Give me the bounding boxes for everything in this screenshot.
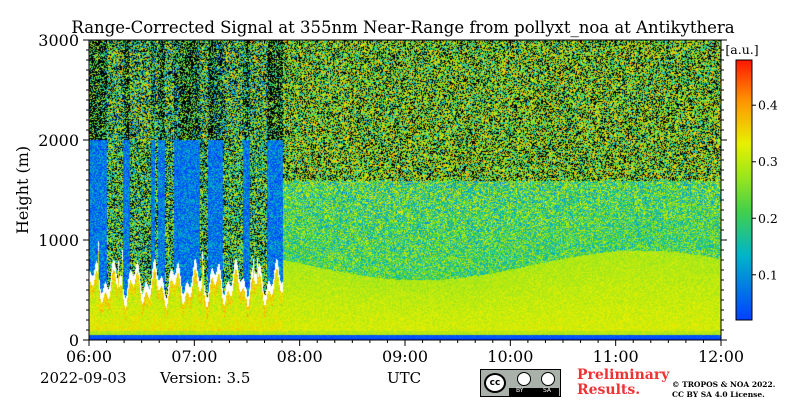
plot-area: [88, 39, 722, 341]
y-tick-label: 1000: [38, 231, 79, 250]
x-tick-label: 08:00: [277, 347, 323, 366]
colorbar-tick-label: 0.4: [758, 98, 778, 113]
preliminary-line1: Preliminary: [577, 367, 670, 383]
colorbar-unit-label: [a.u.]: [725, 42, 758, 57]
heatmap-canvas: [89, 40, 721, 340]
cc-icon: cc: [484, 373, 506, 393]
share-alike-icon: [541, 372, 555, 386]
x-tick-label: 11:00: [593, 347, 639, 366]
footer-version: Version: 3.5: [160, 369, 251, 387]
y-tick-label: 2000: [38, 131, 79, 150]
copyright-line1: © TROPOS & NOA 2022.: [672, 380, 776, 389]
x-tick-label: 09:00: [382, 347, 428, 366]
attribution-icon: [517, 372, 531, 386]
by-label: BY: [516, 387, 524, 394]
copyright-line2: CC BY SA 4.0 License.: [672, 390, 765, 399]
x-tick-label: 06:00: [66, 347, 112, 366]
colorbar-tick-label: 0.1: [758, 267, 778, 282]
y-tick-label: 3000: [38, 31, 79, 50]
sa-label: SA: [543, 387, 552, 394]
colorbar: [a.u.] 0.1 0.2 0.3 0.4: [725, 42, 778, 321]
colorbar-gradient: [735, 59, 753, 321]
cc-license-badge: cc BY SA: [480, 369, 561, 397]
x-tick-label: 07:00: [171, 347, 217, 366]
chart-title: Range-Corrected Signal at 355nm Near-Ran…: [71, 18, 734, 37]
y-tick-label: 0: [69, 331, 79, 350]
footer-timezone: UTC: [387, 369, 422, 387]
y-tick-labels: 0 1000 2000 3000: [38, 31, 79, 350]
footer-date: 2022-09-03: [40, 369, 127, 387]
preliminary-notice: Preliminary Results.: [577, 368, 669, 398]
preliminary-line2: Results.: [577, 382, 641, 398]
copyright-notice: © TROPOS & NOA 2022. CC BY SA 4.0 Licens…: [672, 380, 775, 400]
y-axis-label: Height (m): [13, 146, 32, 234]
colorbar-ticks: 0.1 0.2 0.3 0.4: [752, 98, 778, 282]
x-tick-label: 12:00: [698, 347, 744, 366]
colorbar-tick-label: 0.2: [758, 211, 778, 226]
axis-ticks: [83, 39, 727, 346]
x-tick-label: 10:00: [487, 347, 533, 366]
colorbar-tick-label: 0.3: [758, 154, 778, 169]
x-tick-labels: 06:00 07:00 08:00 09:00 10:00 11:00 12:00: [66, 347, 744, 366]
